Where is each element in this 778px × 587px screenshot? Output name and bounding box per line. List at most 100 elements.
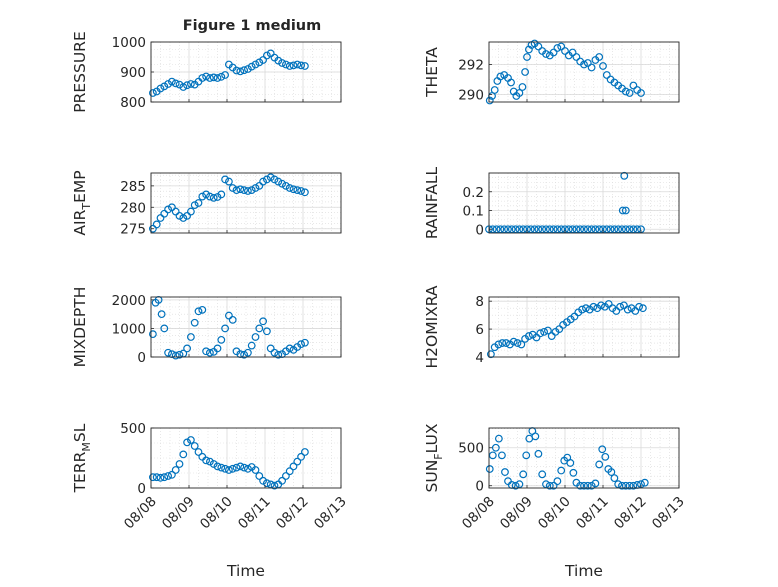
axes-box <box>488 296 680 358</box>
x-tick-label: 08/13 <box>311 494 350 533</box>
data-point <box>171 79 180 88</box>
data-point <box>547 332 556 340</box>
data-point <box>240 66 249 75</box>
data-point <box>640 478 649 487</box>
data-point <box>179 83 188 91</box>
data-point <box>278 476 287 485</box>
data-point <box>610 474 619 483</box>
data-point <box>190 442 199 450</box>
data-point <box>157 310 166 319</box>
data-point <box>179 450 188 459</box>
data-point <box>285 344 294 353</box>
data-point <box>183 81 192 90</box>
y-axis-label: H2OMIXRA <box>423 285 441 368</box>
data-point <box>553 44 562 52</box>
data-point <box>487 350 495 359</box>
figure-title: Figure 1 medium <box>183 18 321 34</box>
data-point <box>485 96 494 105</box>
data-point <box>186 207 195 216</box>
data-point <box>270 175 279 184</box>
x-tick-label: 08/08 <box>459 494 498 533</box>
data-point <box>263 51 271 60</box>
data-point <box>190 201 199 210</box>
data-point <box>549 481 558 490</box>
data-point <box>236 185 245 194</box>
data-point <box>209 73 218 82</box>
data-point <box>549 48 558 57</box>
data-point <box>561 47 569 55</box>
data-point <box>255 472 264 480</box>
data-point <box>531 432 540 441</box>
subplot-7: 0 500 08/08 08/09 08/10 08/11 08/12 08/13 Time TE… <box>71 421 350 580</box>
data-point <box>601 452 610 461</box>
data-point <box>213 462 222 471</box>
data-point <box>301 62 309 70</box>
data-point <box>289 185 298 194</box>
data-point <box>278 179 287 188</box>
y-tick-label: 0.1 <box>463 204 484 220</box>
data-point <box>583 481 592 490</box>
data-point <box>243 65 252 73</box>
data-point <box>213 74 222 82</box>
data-point <box>625 89 634 97</box>
data-point <box>621 87 630 96</box>
x-tick-label: 08/11 <box>573 494 612 533</box>
data-point <box>293 60 302 69</box>
data-point <box>534 42 543 51</box>
data-point <box>247 341 256 350</box>
data-point <box>221 324 230 333</box>
data-point <box>580 60 588 69</box>
data-point <box>301 188 309 197</box>
data-point <box>160 82 169 91</box>
data-point <box>618 481 626 490</box>
y-tick-label: 275 <box>120 222 146 238</box>
data-point <box>517 340 526 349</box>
data-point <box>175 80 184 89</box>
data-point <box>297 61 306 70</box>
data-point <box>236 67 245 76</box>
data-point <box>183 438 192 447</box>
data-point <box>266 344 275 353</box>
y-tick-label: 1000 <box>112 321 146 337</box>
subplot-5: 0 1000 2000 MIXDEPTH <box>71 287 342 367</box>
y-tick-label: 0 <box>137 350 146 366</box>
data-point <box>595 460 604 469</box>
x-axis-label: Time <box>564 562 603 580</box>
data-point <box>251 60 260 69</box>
data-point <box>194 307 203 316</box>
data-point <box>282 472 290 480</box>
data-point <box>164 472 173 480</box>
x-tick-label: 08/09 <box>159 494 198 533</box>
data-point <box>583 59 592 67</box>
y-tick-label: 500 <box>458 441 484 457</box>
subplot-4: 0 0.1 0.2 RAINFALL <box>423 166 680 239</box>
data-point <box>205 192 214 201</box>
data-point <box>293 457 302 466</box>
data-point <box>637 89 645 97</box>
data-point <box>164 205 173 214</box>
data-point <box>274 350 283 359</box>
data-point <box>616 302 624 311</box>
data-point <box>274 177 283 186</box>
data-point <box>289 462 298 471</box>
data-point <box>509 337 518 346</box>
data-point <box>183 211 192 220</box>
data-point <box>198 192 207 201</box>
data-point <box>614 480 623 489</box>
data-point <box>156 84 165 93</box>
data-point <box>285 62 294 70</box>
data-point <box>259 476 268 485</box>
data-point <box>198 74 207 82</box>
data-point <box>224 311 233 320</box>
data-point <box>186 436 195 444</box>
data-point <box>598 445 607 454</box>
data-point <box>263 327 271 336</box>
data-point <box>255 58 264 67</box>
data-point <box>301 338 309 347</box>
x-tick-label: 08/10 <box>535 494 574 533</box>
data-point <box>205 74 214 82</box>
data-point <box>604 300 613 308</box>
data-point <box>620 301 628 310</box>
y-tick-label: 8 <box>475 294 484 310</box>
